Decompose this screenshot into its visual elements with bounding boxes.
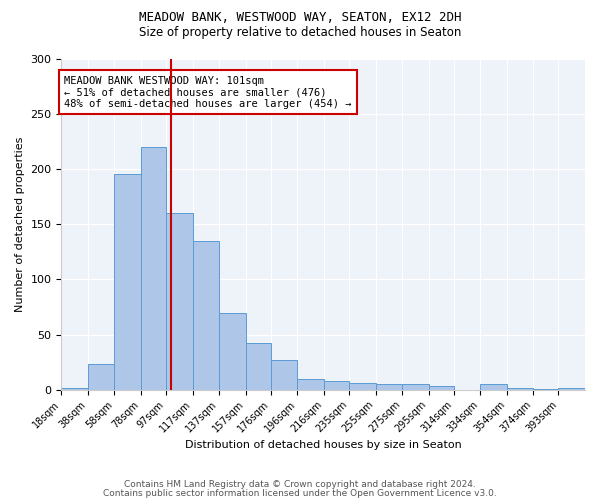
Bar bbox=[428, 386, 454, 390]
Text: MEADOW BANK, WESTWOOD WAY, SEATON, EX12 2DH: MEADOW BANK, WESTWOOD WAY, SEATON, EX12 … bbox=[139, 11, 461, 24]
Bar bbox=[141, 147, 166, 390]
Bar bbox=[115, 174, 141, 390]
Bar bbox=[61, 388, 88, 390]
Bar bbox=[219, 312, 245, 390]
Text: Size of property relative to detached houses in Seaton: Size of property relative to detached ho… bbox=[139, 26, 461, 39]
Y-axis label: Number of detached properties: Number of detached properties bbox=[15, 136, 25, 312]
X-axis label: Distribution of detached houses by size in Seaton: Distribution of detached houses by size … bbox=[185, 440, 461, 450]
Bar bbox=[559, 388, 585, 390]
Bar bbox=[298, 378, 324, 390]
Bar bbox=[533, 388, 559, 390]
Bar bbox=[507, 388, 533, 390]
Text: Contains public sector information licensed under the Open Government Licence v3: Contains public sector information licen… bbox=[103, 490, 497, 498]
Bar bbox=[88, 364, 115, 390]
Text: MEADOW BANK WESTWOOD WAY: 101sqm
← 51% of detached houses are smaller (476)
48% : MEADOW BANK WESTWOOD WAY: 101sqm ← 51% o… bbox=[64, 76, 352, 108]
Bar bbox=[349, 383, 376, 390]
Bar bbox=[271, 360, 298, 390]
Bar bbox=[480, 384, 507, 390]
Bar bbox=[402, 384, 428, 390]
Bar bbox=[193, 241, 219, 390]
Text: Contains HM Land Registry data © Crown copyright and database right 2024.: Contains HM Land Registry data © Crown c… bbox=[124, 480, 476, 489]
Bar bbox=[245, 344, 271, 390]
Bar bbox=[376, 384, 402, 390]
Bar bbox=[324, 381, 349, 390]
Bar bbox=[166, 214, 193, 390]
